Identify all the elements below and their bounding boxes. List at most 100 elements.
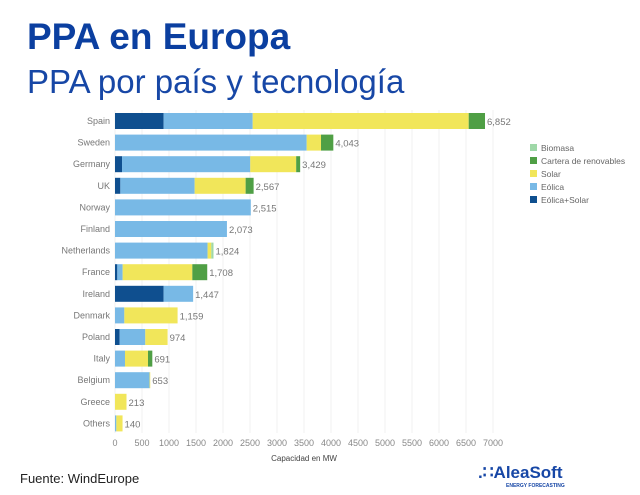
x-tick-label: 1500 [186,438,206,448]
x-tick-label: 7000 [483,438,503,448]
legend-label: Biomasa [541,143,574,153]
x-tick-label: 1000 [159,438,179,448]
bar-segment-e-lica-solar [115,156,123,173]
bar-segment-cartera-de-renovables [147,350,153,367]
total-data-label: 6,852 [487,117,511,128]
total-data-label: 140 [125,419,141,430]
chart-subtitle: PPA por país y tecnología [27,63,405,100]
bar-segment-cartera-de-renovables [192,264,208,281]
bar-segment-e-lica [115,242,208,259]
bar-segment-e-lica [115,221,227,237]
bar-segment-e-lica [117,264,123,281]
bar-segment-e-lica [119,329,146,345]
legend-label: Eólica [541,182,564,192]
logo-tagline: ENERGY FORECASTING [506,483,565,489]
bar-segment-e-lica-solar [115,177,121,194]
x-axis-label: Capacidad en MW [271,454,337,463]
bar-segment-e-lica-solar [115,113,164,129]
bar-segment-cartera-de-renovables [245,177,254,194]
y-tick-label: Norway [79,202,110,212]
logo-text: AleaSoft [493,463,563,482]
total-data-label: 1,708 [209,268,233,279]
bar-segment-e-lica-solar [115,329,120,345]
bar-segment-e-lica [163,285,194,302]
legend-label: Eólica+Solar [541,195,589,205]
total-data-label: 1,824 [215,247,239,258]
total-data-label: 2,073 [229,225,253,236]
bar-segment-e-lica [122,156,251,173]
x-tick-label: 4500 [348,438,368,448]
bar-segment-e-lica [115,372,150,389]
legend-label: Solar [541,169,561,179]
y-tick-label: UK [97,181,110,191]
x-tick-label: 2000 [213,438,233,448]
bar-segment-e-lica [115,307,125,324]
y-tick-label: Greece [80,397,110,407]
y-tick-label: Belgium [77,375,110,385]
total-data-label: 2,515 [253,203,277,214]
y-tick-label: Ireland [82,289,110,299]
y-tick-label: Netherlands [61,246,110,256]
x-tick-label: 4000 [321,438,341,448]
x-tick-label: 0 [112,438,117,448]
y-tick-label: Sweden [77,138,110,148]
bar-segment-solar [124,307,178,324]
source-note: Fuente: WindEurope [20,471,140,486]
y-tick-label: Others [83,418,111,428]
total-data-label: 691 [154,355,170,366]
x-tick-label: 500 [134,438,149,448]
bar-segment-e-lica-solar [115,285,164,302]
y-tick-label: Spain [87,116,110,126]
bar-segment-solar [252,113,469,129]
bar-segment-biomasa [211,242,214,259]
total-data-label: 2,567 [256,182,280,193]
total-data-label: 3,429 [302,160,326,171]
y-tick-label: Denmark [73,310,110,320]
aleasoft-logo: .∷AleaSoft ENERGY FORECASTING [478,463,565,490]
legend-swatch [530,157,537,164]
total-data-label: 213 [129,398,145,409]
total-data-label: 4,043 [335,139,359,150]
y-tick-label: Italy [93,354,110,364]
bar-segment-solar [306,134,322,151]
legend-swatch [530,170,537,177]
bar-segment-solar [149,372,151,389]
total-data-label: 1,159 [180,311,204,322]
y-tick-label: Germany [73,159,111,169]
x-tick-label: 5500 [402,438,422,448]
x-tick-label: 6000 [429,438,449,448]
bar-segment-e-lica [115,350,125,367]
x-tick-label: 3500 [294,438,314,448]
bar-segment-e-lica-solar [115,264,118,281]
y-tick-label: Finland [80,224,110,234]
y-tick-label: Poland [82,332,110,342]
bar-segment-e-lica [120,177,195,194]
logo-dots-icon: .∷ [478,463,494,482]
bar-segment-solar [250,156,297,173]
bar-segment-solar [116,415,123,432]
bar-segment-e-lica [115,199,251,216]
x-tick-label: 2500 [240,438,260,448]
total-data-label: 974 [170,333,186,344]
legend-swatch [530,183,537,190]
x-tick-label: 3000 [267,438,287,448]
bar-segment-solar [122,264,193,281]
chart-title: PPA en Europa [27,16,291,57]
bar-segment-solar [145,329,168,345]
y-tick-label: France [82,267,110,277]
bar-segment-cartera-de-renovables [468,113,486,129]
total-data-label: 653 [152,376,168,387]
bar-segment-solar [207,242,212,259]
bar-segment-e-lica [115,134,307,151]
total-data-label: 1,447 [195,290,219,301]
legend-swatch [530,144,537,151]
bar-segment-e-lica [163,113,253,129]
x-tick-label: 6500 [456,438,476,448]
bar-segment-solar [124,350,148,367]
x-tick-label: 5000 [375,438,395,448]
legend-label: Cartera de renovables [541,156,625,166]
bar-segment-cartera-de-renovables [296,156,301,173]
bar-segment-solar [115,393,127,410]
bar-segment-e-lica [115,415,117,432]
